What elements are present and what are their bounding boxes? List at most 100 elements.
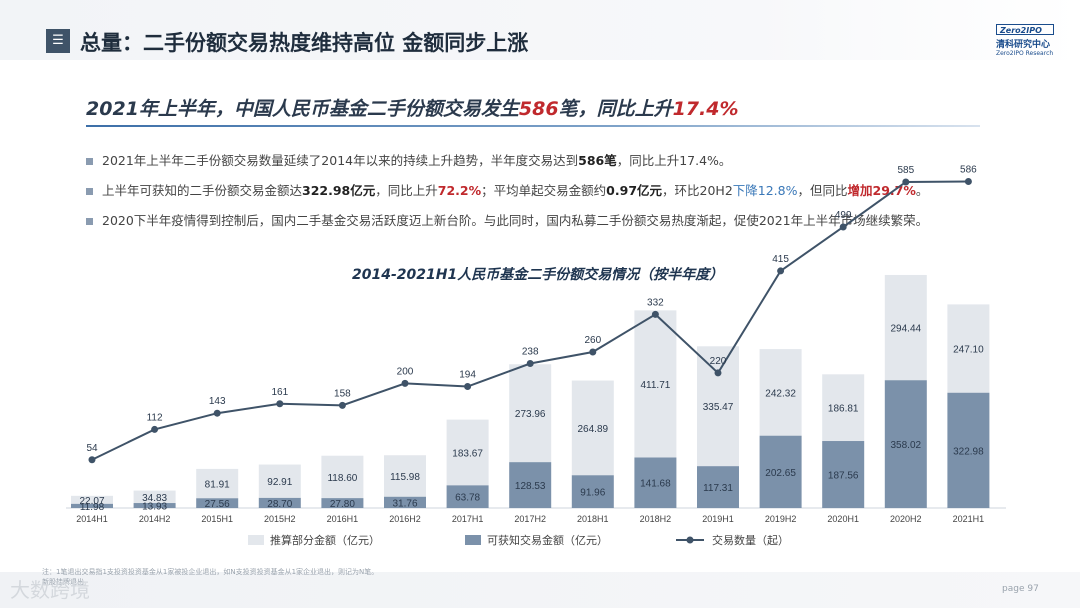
legend-estimated: 推算部分金额（亿元）	[270, 533, 380, 547]
label-known-2019H1: 117.31	[703, 483, 733, 494]
x-tick-2015H1: 2015H1	[201, 514, 233, 524]
bar-known-2016H1	[321, 498, 364, 508]
label-count-2021H1: 586	[960, 164, 977, 175]
label-count-2016H1: 158	[334, 388, 351, 399]
headline-text-2: 笔，同比上升	[558, 98, 673, 120]
legend-swatch-estimated	[248, 535, 264, 545]
bar-estimated-2017H1	[446, 419, 489, 486]
b2-t2: 322.98亿元	[302, 183, 376, 198]
menu-icon[interactable]: ☰	[46, 29, 70, 53]
bar-estimated-2014H1	[71, 495, 113, 504]
label-estimated-2015H1: 81.91	[205, 480, 230, 491]
bar-known-2014H1	[71, 503, 113, 508]
point-count-2015H2	[276, 400, 284, 408]
label-count-2017H2: 238	[522, 347, 539, 358]
label-estimated-2020H1: 186.81	[828, 404, 859, 415]
b3-text: 2020下半年疫情得到控制后，国内二手基金交易活跃度迈上新台阶。与此同时，国内私…	[102, 213, 929, 228]
label-count-2019H1: 220	[710, 356, 727, 367]
bar-estimated-2015H2	[258, 464, 301, 498]
bar-estimated-2015H1	[196, 468, 239, 499]
chart-title: 2014-2021H1人民币基金二手份额交易情况（按半年度）	[352, 267, 724, 283]
b2-t8: 下降12.8%	[732, 183, 798, 198]
point-count-2014H1	[88, 456, 96, 464]
b2-t5: ；平均单起交易金额约	[481, 183, 607, 198]
bar-known-2016H2	[384, 496, 426, 508]
bar-known-2015H1	[196, 498, 239, 508]
point-count-2017H2	[526, 360, 534, 368]
label-known-2020H2: 358.02	[891, 440, 922, 451]
point-count-2020H2	[902, 178, 910, 186]
footnote-line-1: 注：1笔退出交易指1支投资投资基金从1家被投企业退出，如N支投资投资基金从1家企…	[42, 568, 379, 576]
point-count-2019H1	[714, 369, 722, 377]
label-count-2015H1: 143	[209, 396, 226, 407]
bar-known-2018H2	[634, 457, 677, 508]
x-tick-2020H2: 2020H2	[890, 514, 922, 524]
label-known-2020H1: 187.56	[828, 471, 859, 482]
label-known-2014H1: 11.98	[80, 502, 105, 513]
bar-known-2020H1	[822, 441, 865, 508]
bar-estimated-2018H2	[634, 310, 677, 458]
bullet-square-icon	[86, 218, 93, 225]
label-count-2018H1: 260	[584, 335, 601, 346]
headline-pct: 17.4%	[672, 98, 739, 120]
bar-known-2018H1	[571, 475, 614, 508]
b1-bold: 586笔	[578, 153, 617, 168]
bar-known-2019H2	[759, 435, 802, 508]
label-known-2017H1: 63.78	[455, 493, 480, 504]
headline-underline	[86, 125, 980, 127]
b1-text: 2021年上半年二手份额交易数量延续了2014年以来的持续上升趋势，半年度交易达…	[102, 153, 579, 168]
headline: 2021年上半年，中国人民币基金二手份额交易发生586笔，同比上升17.4%	[86, 94, 739, 121]
b2-t11: 。	[915, 183, 929, 198]
point-count-2020H1	[839, 223, 847, 231]
bar-known-2020H2	[884, 380, 927, 508]
label-estimated-2018H2: 411.71	[640, 380, 670, 391]
label-known-2021H1: 322.98	[953, 446, 984, 457]
b2-t7: ，环比20H2	[662, 183, 733, 198]
footer-bar	[0, 572, 1080, 608]
label-count-2014H2: 112	[147, 412, 163, 423]
headline-text-1: 2021年上半年，中国人民币基金二手份额交易发生	[86, 98, 519, 120]
x-tick-2019H2: 2019H2	[765, 514, 797, 524]
label-known-2017H2: 128.53	[515, 481, 546, 492]
x-tick-2015H2: 2015H2	[264, 514, 296, 524]
logo-en-text: Zero2IPO Research	[996, 50, 1054, 57]
label-count-2016H2: 200	[397, 366, 414, 377]
bullet-list: 2021年上半年二手份额交易数量延续了2014年以来的持续上升趋势，半年度交易达…	[86, 150, 986, 240]
x-tick-2014H2: 2014H2	[139, 514, 171, 524]
label-count-2018H2: 332	[647, 297, 664, 308]
x-tick-2020H1: 2020H1	[827, 514, 859, 524]
label-estimated-2020H2: 294.44	[891, 324, 922, 335]
legend-point-count	[686, 536, 694, 544]
label-count-2017H1: 194	[459, 370, 476, 381]
x-tick-2018H2: 2018H2	[640, 514, 672, 524]
label-known-2014H2: 13.93	[142, 502, 167, 513]
legend-count: 交易数量（起）	[712, 533, 789, 547]
label-count-2019H2: 415	[772, 254, 789, 265]
label-estimated-2017H1: 183.67	[452, 448, 483, 459]
label-count-2014H1: 54	[86, 443, 98, 454]
label-known-2018H1: 91.96	[580, 488, 605, 499]
label-estimated-2021H1: 247.10	[953, 345, 984, 356]
bullet-1: 2021年上半年二手份额交易数量延续了2014年以来的持续上升趋势，半年度交易达…	[86, 150, 986, 172]
label-known-2019H2: 202.65	[765, 468, 796, 479]
footnote-line-2: 新股挂牌退出	[42, 578, 84, 586]
label-estimated-2015H2: 92.91	[267, 477, 292, 488]
point-count-2018H2	[651, 310, 659, 318]
label-estimated-2016H1: 118.60	[327, 473, 357, 484]
label-estimated-2018H1: 264.89	[578, 424, 609, 435]
point-count-2015H1	[213, 409, 221, 417]
bar-estimated-2020H1	[822, 374, 865, 442]
b2-t1: 上半年可获知的二手份额交易金额达	[102, 183, 303, 198]
label-estimated-2019H1: 335.47	[703, 402, 734, 413]
x-tick-2017H1: 2017H1	[452, 514, 484, 524]
x-tick-2021H1: 2021H1	[953, 514, 985, 524]
bar-known-2021H1	[947, 392, 990, 508]
label-known-2016H1: 27.80	[330, 499, 355, 510]
bar-known-2017H1	[446, 485, 489, 508]
label-estimated-2016H2: 115.98	[390, 472, 420, 483]
legend-known: 可获知交易金额（亿元）	[487, 533, 608, 547]
b2-t3: ，同比上升	[375, 183, 438, 198]
x-tick-2016H2: 2016H2	[389, 514, 421, 524]
bar-known-2017H2	[509, 462, 552, 508]
header-bar	[0, 0, 1080, 60]
